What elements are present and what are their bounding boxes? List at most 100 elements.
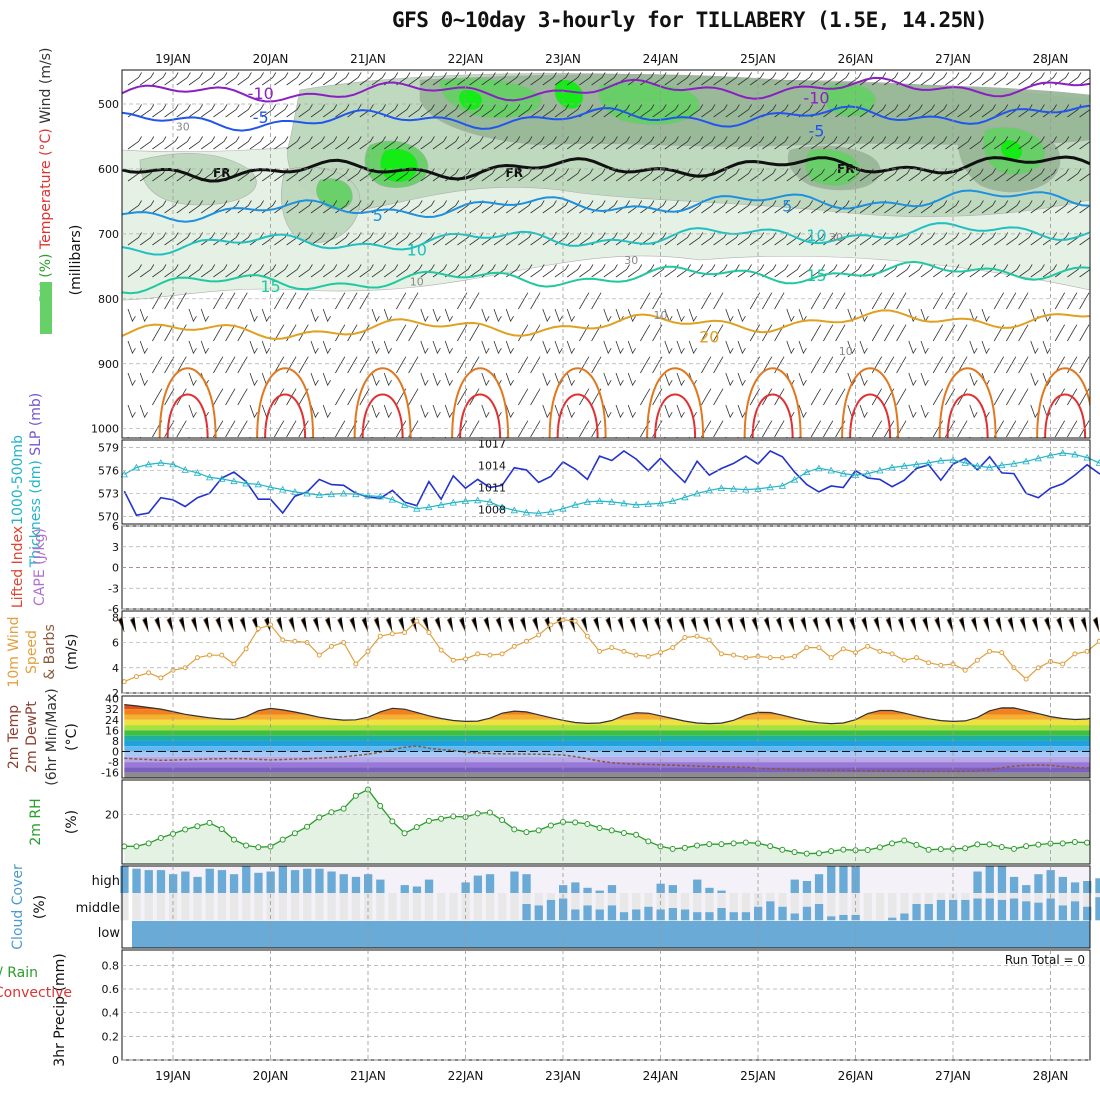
wind-barb bbox=[432, 404, 441, 419]
wind10-point bbox=[1023, 676, 1029, 682]
thickness-point bbox=[205, 473, 214, 481]
wind-barb bbox=[566, 104, 582, 118]
wind-barb bbox=[993, 136, 1009, 150]
contour-label: 15 bbox=[806, 266, 826, 285]
wind-barb bbox=[603, 264, 618, 278]
wind-barb bbox=[1006, 72, 1021, 86]
cloud-cover-bar-middle bbox=[790, 913, 799, 921]
wind-barb bbox=[896, 324, 907, 342]
wind-barb bbox=[1006, 136, 1021, 150]
wind-barb bbox=[188, 72, 203, 86]
wind-barb bbox=[1067, 136, 1082, 150]
wind10-barb bbox=[507, 616, 515, 633]
wind-barb bbox=[225, 200, 240, 214]
cloud-cover-gap-middle bbox=[1058, 893, 1067, 906]
wind-barb bbox=[335, 292, 346, 310]
precip-axis-title: 3hr Precip (mm) bbox=[52, 953, 68, 1066]
cloud-cover-bar-high bbox=[571, 882, 580, 894]
wind-barb bbox=[835, 72, 850, 86]
wind-barb bbox=[444, 404, 453, 419]
wind-barb bbox=[1067, 388, 1078, 406]
contour-label: FR bbox=[506, 166, 523, 180]
temp-band bbox=[124, 703, 1090, 704]
panel-frame-7 bbox=[121, 949, 1091, 1061]
wind-barb bbox=[957, 356, 968, 374]
top-date-label: 28JAN bbox=[1033, 52, 1069, 66]
wind-barb bbox=[896, 388, 907, 406]
rh2m-point bbox=[584, 820, 591, 827]
wind10-axis-title-2-part: Speed bbox=[24, 630, 40, 674]
wind-barb bbox=[810, 420, 822, 438]
thickness-tick: 570 bbox=[98, 510, 119, 523]
wind-barb bbox=[871, 420, 883, 438]
cloud-cover-bar-high bbox=[193, 876, 202, 894]
wind-barb bbox=[981, 200, 996, 214]
wind-barb bbox=[542, 308, 551, 323]
rh2m-point bbox=[828, 848, 835, 855]
wind-barb bbox=[322, 404, 331, 419]
thickness-point bbox=[961, 459, 969, 466]
thickness-point bbox=[510, 506, 518, 514]
pressure-tick: 900 bbox=[98, 358, 119, 371]
bottom-date-label: 22JAN bbox=[448, 1069, 484, 1083]
cloud-cover-bar-high bbox=[120, 866, 129, 894]
wind-barb bbox=[1042, 200, 1057, 214]
wind10-barb bbox=[471, 616, 479, 633]
wind10-point bbox=[548, 622, 554, 628]
wind-barb bbox=[615, 200, 630, 214]
wind-barb bbox=[139, 200, 155, 214]
wind10-tick: 8 bbox=[112, 611, 119, 624]
temp-axis-title-4: (°C) bbox=[64, 723, 80, 751]
wind-barb bbox=[737, 136, 752, 150]
warm-contour-loop bbox=[264, 393, 307, 438]
thickness-axis-title-part: 1000-500mb bbox=[10, 435, 26, 525]
wind-barb bbox=[457, 232, 472, 246]
temp-band bbox=[124, 740, 1090, 747]
cloud-cover-bar-middle bbox=[1095, 897, 1100, 921]
wind10-point bbox=[633, 652, 639, 658]
wind-barb bbox=[493, 136, 508, 150]
wind-barb bbox=[359, 388, 370, 406]
wind-barb bbox=[810, 168, 826, 182]
wind10-barb bbox=[775, 616, 783, 633]
wind10-barb bbox=[836, 616, 844, 633]
cloud-cover-bar-high bbox=[473, 875, 482, 894]
wind-barb bbox=[615, 136, 630, 150]
wind-barb bbox=[823, 168, 838, 182]
wind10-barb bbox=[446, 616, 454, 633]
wind-barb bbox=[335, 324, 346, 342]
warm-contour-loop bbox=[166, 393, 209, 438]
wind10-barb bbox=[434, 616, 442, 633]
wind-barb bbox=[274, 324, 285, 342]
wind-barb bbox=[774, 104, 789, 118]
rh2m-point bbox=[767, 843, 774, 850]
cloud-cover-bar-middle bbox=[717, 908, 726, 921]
wind-barb bbox=[957, 324, 968, 342]
wind-barb bbox=[847, 308, 856, 323]
bottom-date-label: 23JAN bbox=[545, 1069, 581, 1083]
wind-barb bbox=[237, 292, 248, 310]
wind-barb bbox=[640, 388, 651, 406]
wind10-barb bbox=[1043, 616, 1051, 633]
wind-barb bbox=[652, 388, 663, 406]
wind-barb bbox=[591, 324, 602, 342]
wind-barb bbox=[798, 308, 807, 323]
rh2m-point bbox=[681, 844, 688, 851]
wind-barb bbox=[688, 264, 704, 278]
cloud-cover-bar-high bbox=[1034, 874, 1043, 894]
warm-contour-loop bbox=[743, 367, 802, 438]
wind-barb bbox=[225, 356, 236, 374]
wind-barb bbox=[713, 104, 728, 118]
wind-barb bbox=[835, 324, 846, 342]
isotherm-minus-10 bbox=[122, 76, 1090, 103]
wind-barb bbox=[249, 308, 258, 323]
cloud-cover-bar-high bbox=[1009, 876, 1019, 894]
wind10-barb bbox=[739, 616, 747, 633]
thickness-point bbox=[778, 481, 787, 489]
cloud-cover-gap-middle bbox=[754, 893, 763, 907]
wind-barb bbox=[1018, 136, 1033, 150]
panel-frame-6 bbox=[121, 865, 1091, 949]
wind10-barb bbox=[239, 616, 247, 633]
wind-barb bbox=[505, 372, 514, 387]
rh2m-point bbox=[1059, 840, 1066, 847]
